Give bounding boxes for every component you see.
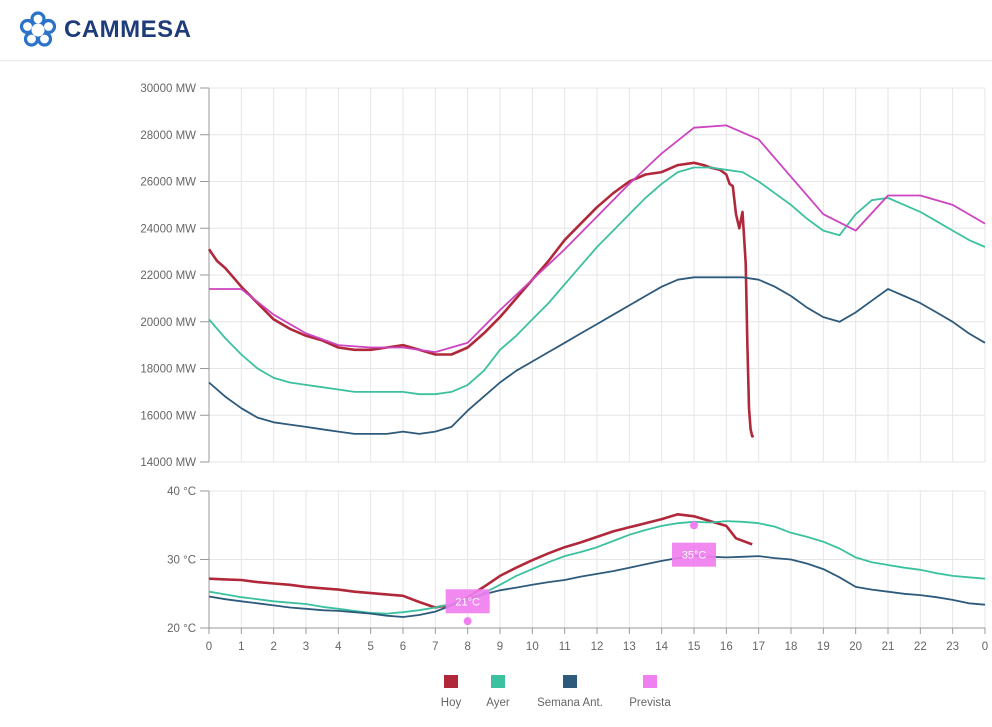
legend-swatch-ayer	[491, 675, 505, 688]
x-tick-label: 14	[655, 641, 668, 653]
x-tick-label: 9	[497, 641, 503, 653]
x-tick-label: 22	[914, 641, 927, 653]
x-tick-label: 17	[752, 641, 765, 653]
x-tick-label: 0	[982, 641, 988, 653]
cammesa-logo-icon	[19, 11, 57, 47]
y-tick-label: 26000 MW	[140, 177, 196, 189]
brand-logo[interactable]: CAMMESA	[18, 10, 192, 50]
x-tick-label: 21	[882, 641, 895, 653]
x-tick-label: 19	[817, 641, 830, 653]
x-tick-label: 6	[400, 641, 406, 653]
x-tick-label: 18	[785, 641, 798, 653]
x-tick-label: 10	[526, 641, 539, 653]
demand-temperature-chart: 14000 MW 16000 MW 18000 MW 20000 MW 22000 MW…	[140, 83, 988, 709]
x-tick-label: 8	[464, 641, 470, 653]
x-tick-label: 7	[432, 641, 438, 653]
x-tick-label: 20	[849, 641, 862, 653]
series-line-ayer	[208, 166, 986, 396]
x-tick-label: 5	[367, 641, 373, 653]
y-tick-label: 22000 MW	[140, 270, 196, 282]
header-bar: CAMMESA	[0, 0, 992, 61]
forecast-temp-marker	[463, 617, 472, 626]
brand-name: CAMMESA	[64, 16, 192, 43]
legend-label: Semana Ant.	[537, 697, 603, 709]
series-line-ayer	[208, 520, 986, 615]
series-line-hoy	[207, 161, 754, 438]
x-tick-label: 2	[270, 641, 276, 653]
x-tick-label: 3	[303, 641, 309, 653]
y-tick-label: 18000 MW	[140, 364, 196, 376]
forecast-temp-marker	[690, 521, 698, 530]
legend-label: Ayer	[486, 697, 510, 709]
x-tick-label: 13	[623, 641, 636, 653]
forecast-temp-badge	[672, 542, 716, 567]
y-tick-label: 20 °C	[167, 623, 196, 635]
y-tick-label: 14000 MW	[140, 457, 196, 469]
y-tick-label: 30000 MW	[140, 83, 196, 95]
x-tick-label: 16	[720, 641, 733, 653]
x-tick-label: 23	[946, 641, 959, 653]
grid-layer	[208, 87, 986, 629]
legend-swatch-prevista	[643, 675, 657, 688]
axis-layer: 14000 MW 16000 MW 18000 MW 20000 MW 22000 MW…	[140, 83, 988, 653]
x-tick-label: 11	[559, 641, 571, 653]
y-tick-label: 16000 MW	[140, 410, 196, 422]
forecast-temp-label: 21°C	[455, 596, 480, 608]
series-line-hoy	[208, 513, 753, 609]
y-tick-label: 30 °C	[167, 555, 196, 567]
y-tick-label: 20000 MW	[140, 317, 196, 329]
series-layer	[207, 124, 986, 618]
y-tick-label: 28000 MW	[140, 130, 196, 142]
forecast-temp-label: 35°C	[682, 550, 707, 562]
series-line-semana-ant	[208, 555, 986, 618]
series-line-prevista	[209, 124, 986, 353]
x-tick-label: 0	[206, 641, 212, 653]
y-tick-label: 24000 MW	[140, 223, 196, 235]
x-tick-label: 15	[688, 641, 701, 653]
legend: Hoy Ayer Semana Ant. Prevista	[441, 675, 671, 709]
series-line-semana-ant	[208, 276, 986, 435]
legend-label: Hoy	[441, 697, 462, 709]
x-tick-label: 1	[238, 641, 244, 653]
x-tick-label: 4	[335, 641, 342, 653]
annotation-layer: 21°C 35°C	[445, 521, 716, 626]
forecast-temp-badge	[445, 589, 490, 614]
y-tick-label: 40 °C	[167, 486, 196, 498]
legend-swatch-semana-ant	[563, 675, 577, 688]
x-tick-label: 12	[591, 641, 604, 653]
legend-label: Prevista	[629, 697, 671, 709]
legend-swatch-hoy	[444, 675, 458, 688]
